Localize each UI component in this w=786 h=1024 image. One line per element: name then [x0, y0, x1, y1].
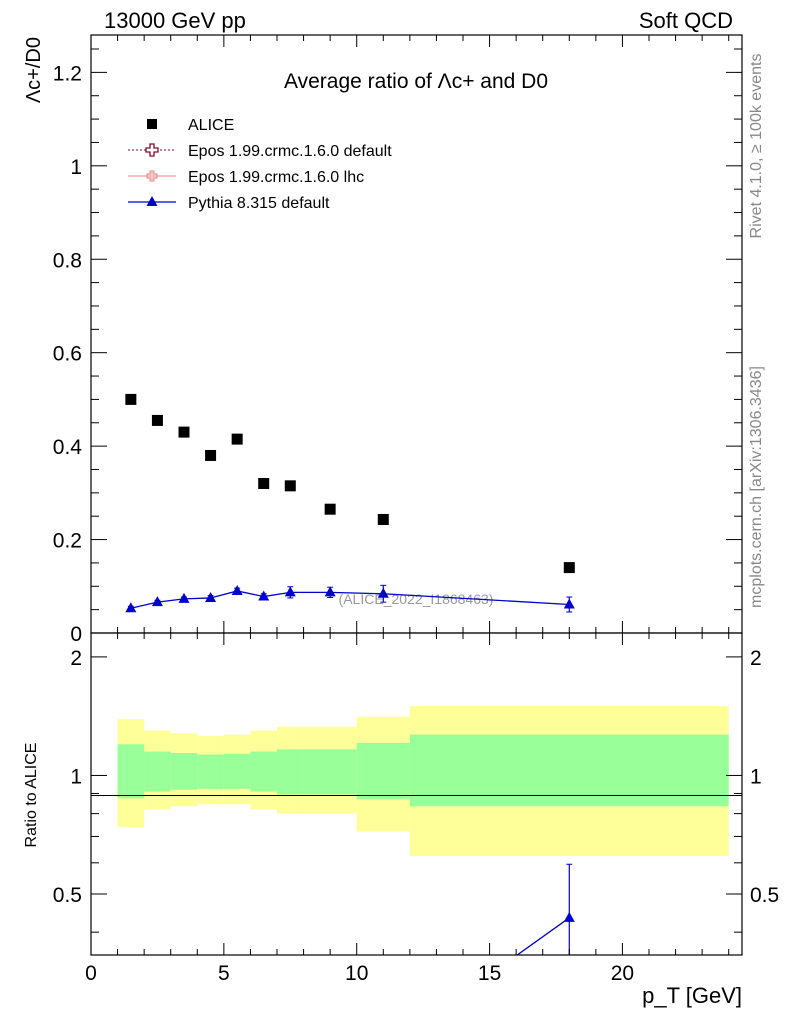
ratio-pythia-data-point [563, 911, 575, 922]
main-title: Average ratio of Λc+ and D0 [284, 70, 548, 93]
legend-marker-alice [147, 119, 157, 129]
pythia-data-point [284, 586, 296, 597]
pythia-data-point [324, 586, 336, 597]
main-y-tick-label: 0.6 [53, 343, 82, 366]
ratio-x-tick-label: 5 [218, 962, 230, 985]
ratio-pythia-line [516, 917, 570, 955]
ratio-band-stat-unc [356, 742, 410, 800]
legend-label: Pythia 8.315 default [188, 195, 330, 212]
ratio-x-tick-label: 0 [85, 962, 97, 985]
mcplots-reference-text: mcplots.cern.ch [arXiv:1306.3436] [748, 366, 765, 608]
rivet-version-text: Rivet 4.1.0, ≥ 100k events [748, 54, 765, 239]
ratio-band-stat-unc [117, 744, 145, 799]
ratio-y-tick-label-right: 2 [750, 647, 762, 670]
ratio-ylabel: Ratio to ALICE [23, 743, 40, 848]
ratio-frame [90, 632, 743, 956]
ratio-y-tick-label-right: 1 [750, 765, 762, 788]
legend-label: Epos 1.99.crmc.1.6.0 default [188, 143, 392, 160]
ratio-band-stat-unc [250, 751, 277, 792]
alice-data-point [231, 433, 243, 445]
ratio-x-tick-label: 15 [478, 962, 501, 985]
header-right: Soft QCD [639, 8, 733, 33]
pythia-data-point [151, 596, 163, 607]
ratio-band-stat-unc [144, 751, 171, 792]
alice-data-point [377, 513, 389, 525]
pythia-data-point [377, 587, 389, 598]
watermark-text: (ALICE_2022_I1868463) [339, 591, 494, 607]
main-y-tick-label: 0 [70, 623, 82, 646]
alice-data-point [563, 562, 575, 574]
legend-label: Epos 1.99.crmc.1.6.0 lhc [188, 169, 364, 186]
alice-data-point [284, 480, 296, 492]
ratio-band-stat-unc [303, 749, 357, 795]
legend-marker-epos-default [145, 143, 159, 157]
pythia-line [130, 590, 570, 609]
ratio-band-stat-unc [197, 754, 224, 789]
ratio-band-stat-unc [223, 753, 251, 789]
ratio-x-tick-label: 10 [345, 962, 368, 985]
ratio-band-stat-unc [409, 734, 729, 807]
ratio-panel: 0 5 10 15 20 0.5 0.5 1 1 2 2 Ratio to ALICE p_T [G… [23, 632, 779, 1008]
pythia-data-point [231, 584, 243, 595]
ratio-y-tick-label-left: 1 [70, 765, 82, 788]
legend-marker-epos-lhc [146, 170, 158, 182]
pythia-data-point [205, 591, 217, 602]
legend: ALICE Epos 1.99.crmc.1.6.0 default Epos 1.… [128, 117, 392, 212]
ratio-band-stat-unc [277, 749, 304, 795]
ratio-xlabel: p_T [GeV] [642, 983, 742, 1008]
alice-data-point [151, 414, 163, 426]
pythia-data-point [563, 598, 575, 609]
alice-data-point [324, 503, 336, 515]
pythia-data-point [125, 602, 137, 613]
ratio-y-tick-label-left: 2 [70, 647, 82, 670]
main-ylabel: Λc+/D0 [23, 37, 45, 103]
legend-marker-pythia [146, 196, 158, 206]
main-y-tick-label: 0.2 [53, 530, 82, 553]
header-left: 13000 GeV pp [104, 8, 246, 33]
main-y-tick-label: 0.8 [53, 249, 82, 272]
main-panel: (ALICE_2022_I1868463) 00.20.40.60.811.2 … [23, 34, 743, 646]
alice-data-point [178, 426, 190, 438]
ratio-y-tick-label-right: 0.5 [750, 884, 779, 907]
ratio-band-stat-unc [170, 753, 198, 790]
pythia-data-point [258, 590, 270, 601]
alice-data-point [125, 393, 137, 405]
main-y-tick-label: 0.4 [53, 436, 83, 459]
alice-data-point [258, 478, 270, 489]
pythia-data-point [178, 592, 190, 603]
legend-label: ALICE [188, 117, 234, 134]
ratio-y-tick-label-left: 0.5 [53, 884, 82, 907]
alice-data-point [205, 449, 217, 461]
main-y-tick-label: 1 [70, 156, 82, 179]
main-y-tick-label: 1.2 [53, 62, 82, 85]
ratio-x-tick-label: 20 [611, 962, 634, 985]
